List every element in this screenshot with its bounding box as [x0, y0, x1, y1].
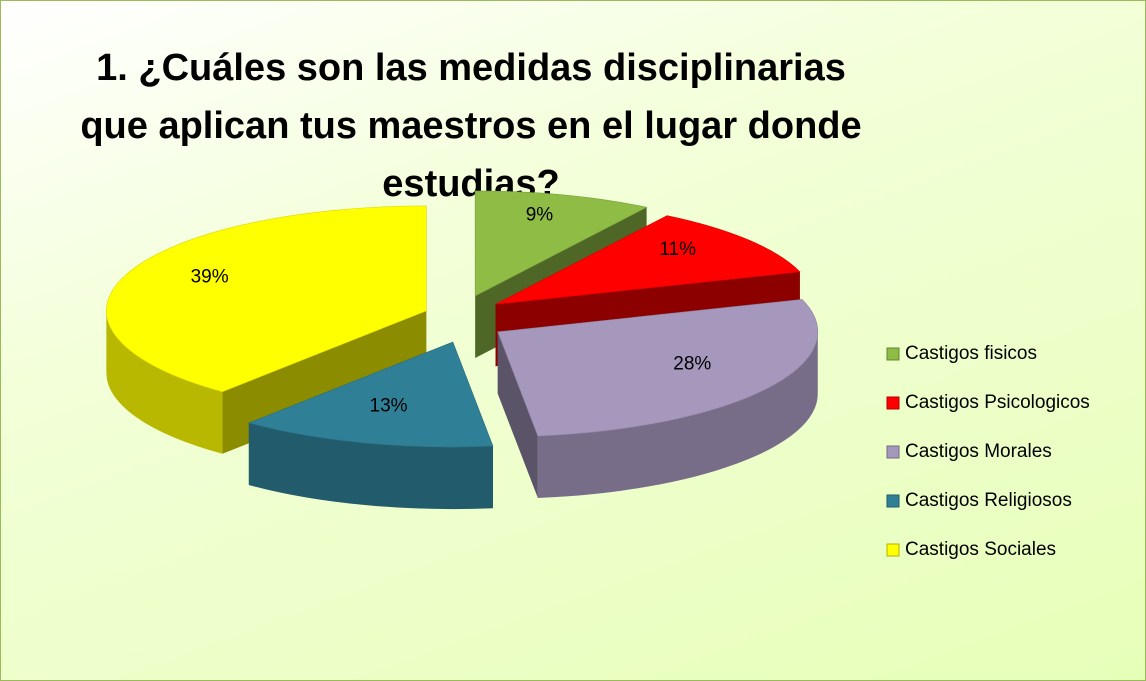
- slice-top: [247, 341, 494, 448]
- legend-label: Castigos Morales: [905, 441, 1052, 462]
- legend-label: Castigos Sociales: [905, 539, 1056, 560]
- legend-label: Castigos Religiosos: [905, 490, 1072, 511]
- slice-top: [106, 205, 427, 393]
- pie-slice: [247, 341, 494, 510]
- legend-label: Castigos Psicologicos: [905, 392, 1090, 413]
- legend-swatch: [886, 445, 900, 459]
- legend-swatch: [886, 543, 900, 557]
- slice-wall: [497, 331, 538, 499]
- chart-title: 1. ¿Cuáles son las medidas disciplinaria…: [80, 47, 862, 205]
- legend-swatch: [886, 494, 900, 508]
- legend-swatch: [886, 396, 900, 410]
- data-label: 39%: [191, 266, 229, 287]
- slice-top: [497, 299, 819, 437]
- slice-side: [537, 331, 818, 499]
- data-label: 11%: [659, 239, 696, 260]
- data-label: 13%: [370, 396, 408, 417]
- data-label: 9%: [526, 204, 554, 225]
- pie-slice: [497, 299, 819, 499]
- data-label: 28%: [673, 353, 711, 374]
- slice-top: [474, 190, 648, 297]
- legend-swatch: [886, 347, 900, 361]
- slice-side: [248, 422, 493, 510]
- legend-label: Castigos fisicos: [905, 343, 1037, 364]
- slice-top: [495, 215, 801, 305]
- slice-side: [106, 310, 223, 454]
